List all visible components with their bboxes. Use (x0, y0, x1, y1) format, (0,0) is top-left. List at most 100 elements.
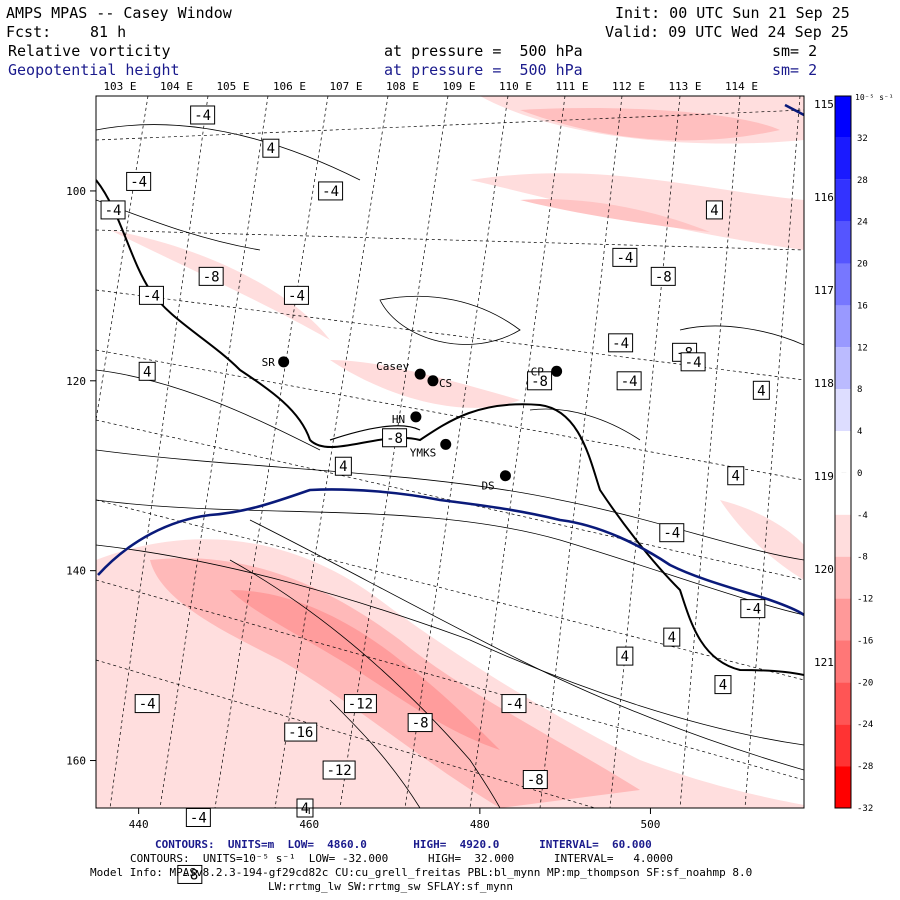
svg-text:-4: -4 (663, 526, 680, 542)
y-tick-label: 100 (66, 185, 86, 198)
colorbar-swatch (835, 598, 851, 641)
colorbar-label: 0 (857, 469, 862, 479)
vort-shade-north-inner (520, 108, 780, 141)
svg-text:-4: -4 (194, 108, 211, 124)
colorbar-label: -32 (857, 804, 873, 814)
field1-name: Relative vorticity (8, 42, 171, 60)
colorbar-swatch (835, 724, 851, 767)
svg-text:4: 4 (757, 383, 765, 399)
svg-text:-4: -4 (621, 374, 638, 390)
height-contour-4860 (97, 488, 804, 617)
lon-top-label: 103 E (103, 80, 136, 93)
svg-text:-4: -4 (130, 174, 147, 190)
colorbar-swatch (835, 556, 851, 599)
svg-text:DS: DS (481, 480, 494, 493)
x-tick-label: 460 (299, 818, 319, 831)
vort-shade-mid (330, 360, 520, 408)
lon-top-label: 109 E (442, 80, 475, 93)
vorticity-label: -8 (650, 266, 676, 286)
station-cs: CS (427, 375, 452, 390)
colorbar-label: 8 (857, 385, 862, 395)
colorbar-swatch (835, 389, 851, 432)
vort-shade-east (720, 500, 804, 580)
colorbar-swatch (835, 431, 851, 473)
vorticity-label: -4 (283, 285, 309, 305)
lon-top-label: 106 E (273, 80, 306, 93)
plot-frame (95, 95, 805, 809)
model-info-2: LW:rrtmg_lw SW:rrtmg_sw SFLAY:sf_mynn (268, 880, 514, 893)
field2-level: at pressure = 500 hPa (384, 61, 583, 79)
field2-name: Geopotential height (8, 61, 180, 79)
svg-text:-12: -12 (348, 697, 373, 713)
vorticity-label: -8 (522, 770, 548, 790)
colorbar-swatch (835, 514, 851, 557)
svg-text:-4: -4 (143, 288, 160, 304)
colorbar-unit: 10⁻⁵ s⁻¹ (855, 93, 894, 102)
field1-sm: sm= 2 (772, 42, 818, 60)
vorticity-label: 4 (752, 380, 770, 400)
colorbar-label: 20 (857, 260, 868, 270)
svg-text:CS: CS (439, 377, 452, 390)
vorticity-label: 4 (616, 646, 634, 666)
lon-top-label: 112 E (612, 80, 645, 93)
colorbar-label: -20 (857, 678, 873, 688)
svg-text:-4: -4 (322, 184, 339, 200)
lon-top-label: 114 E (725, 80, 758, 93)
lon-top-label: 108 E (386, 80, 419, 93)
svg-text:-4: -4 (612, 336, 629, 352)
init-time: Init: 00 UTC Sun 21 Sep 25 (615, 4, 850, 22)
svg-text:-8: -8 (386, 431, 403, 447)
vorticity-label: -4 (659, 523, 685, 543)
vorticity-label: 4 (262, 138, 280, 158)
vorticity-label: 4 (334, 456, 352, 476)
vorticity-label: -8 (407, 713, 433, 733)
svg-text:-8: -8 (181, 867, 198, 883)
station-cp: CP (531, 365, 563, 378)
colorbar-label: -12 (857, 595, 873, 605)
colorbar-label: 12 (857, 343, 868, 353)
colorbar-label: 16 (857, 301, 868, 311)
colorbar-label: -24 (857, 720, 873, 730)
colorbar-swatch (835, 221, 851, 264)
svg-text:4: 4 (668, 630, 676, 646)
colorbar-swatch (835, 766, 851, 808)
svg-text:-4: -4 (139, 697, 156, 713)
svg-text:-8: -8 (203, 269, 220, 285)
vorticity-label: -4 (190, 105, 216, 125)
svg-text:-8: -8 (527, 773, 544, 789)
fcst-label: Fcst: (6, 23, 52, 41)
colorbar-swatch (835, 347, 851, 390)
colorbar-label: 32 (857, 134, 868, 144)
vorticity-label: -8 (382, 428, 408, 448)
vorticity-label: -12 (322, 760, 356, 780)
station-ds: DS (481, 470, 511, 493)
vorticity-label: -4 (616, 371, 642, 391)
colorbar-swatch (835, 179, 851, 222)
model-info: Model Info: MPASv8.2.3-194-gf29cd82c CU:… (90, 866, 753, 879)
svg-text:4: 4 (143, 364, 151, 380)
lon-top-label: 107 E (329, 80, 362, 93)
vorticity-label: -4 (126, 171, 152, 191)
y-tick-label: 160 (66, 755, 86, 768)
vorticity-label: -8 (177, 864, 203, 884)
svg-text:4: 4 (621, 649, 629, 665)
svg-text:CP: CP (531, 365, 545, 378)
field1-level: at pressure = 500 hPa (384, 42, 583, 60)
svg-text:-8: -8 (412, 716, 429, 732)
station-sr: SR (262, 356, 290, 369)
colorbar-swatch (835, 305, 851, 348)
svg-text:-4: -4 (105, 203, 122, 219)
vorticity-label: 4 (705, 200, 723, 220)
vorticity-label: -4 (138, 285, 164, 305)
svg-text:4: 4 (732, 469, 740, 485)
colorbar-swatch (835, 96, 851, 138)
svg-text:-4: -4 (685, 355, 702, 371)
vorticity-label: 4 (714, 675, 732, 695)
field2-sm: sm= 2 (772, 61, 818, 79)
vorticity-label: 4 (727, 466, 745, 486)
svg-text:SR: SR (262, 356, 276, 369)
y-tick-label: 120 (66, 375, 86, 388)
station-hn: HN (392, 411, 422, 426)
plot-title: AMPS MPAS -- Casey Window (6, 4, 232, 22)
